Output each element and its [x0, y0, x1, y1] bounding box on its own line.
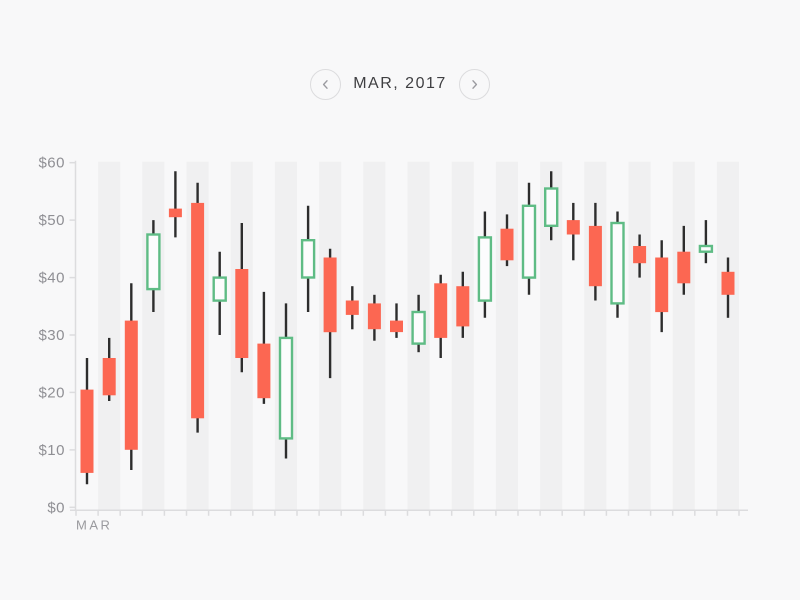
candle[interactable] [345, 286, 359, 330]
candle[interactable] [544, 171, 559, 241]
candle[interactable] [521, 182, 537, 295]
candle-body [456, 286, 470, 327]
candle[interactable] [721, 257, 735, 318]
candle-body [146, 233, 161, 291]
candle-body [500, 228, 514, 261]
chart-header: MAR, 2017 [0, 68, 800, 100]
candle[interactable] [655, 240, 669, 333]
candle-body [633, 246, 647, 264]
candle[interactable] [278, 303, 294, 459]
y-axis-label: $0 [47, 499, 65, 516]
chevron-left-icon [323, 79, 328, 89]
candle-body [124, 320, 138, 450]
candle[interactable] [300, 205, 316, 312]
background-stripe [495, 161, 518, 510]
background-stripe [142, 161, 165, 510]
y-axis-label: $20 [38, 384, 65, 401]
candle-body [102, 358, 116, 396]
candle[interactable] [323, 248, 337, 379]
candle[interactable] [456, 271, 470, 338]
candle[interactable] [124, 283, 138, 470]
candle-body [367, 303, 381, 330]
candle-body [168, 208, 182, 218]
candle-body [390, 320, 403, 333]
candle-body [300, 238, 316, 279]
candle[interactable] [588, 202, 602, 301]
y-axis-label: $60 [38, 155, 65, 172]
candle[interactable] [500, 214, 514, 267]
candle[interactable] [102, 337, 116, 401]
candle-body [323, 257, 337, 333]
chevron-right-icon [472, 79, 477, 89]
candle-body [434, 283, 448, 338]
candle-body [655, 257, 669, 313]
candle[interactable] [434, 274, 448, 358]
background-stripe [716, 161, 739, 510]
candle-body [588, 225, 602, 287]
month-title: MAR, 2017 [353, 75, 447, 92]
candle[interactable] [566, 202, 580, 261]
candle[interactable] [390, 303, 403, 338]
candle[interactable] [80, 358, 94, 485]
candle[interactable] [677, 225, 691, 295]
background-stripe [540, 161, 563, 510]
candle-body [212, 276, 227, 302]
x-axis-month-label: MAR [76, 517, 112, 532]
candle-body [411, 310, 426, 345]
candle[interactable] [191, 182, 205, 433]
prev-month-button[interactable] [310, 68, 342, 100]
candle[interactable] [168, 171, 182, 238]
candle-body [521, 204, 537, 279]
candle-body [235, 269, 249, 358]
candle[interactable] [698, 220, 714, 264]
y-axis-label: $30 [38, 327, 65, 344]
next-month-button[interactable] [458, 68, 490, 100]
candle-body [191, 202, 205, 419]
candle[interactable] [610, 211, 625, 318]
candle-body [477, 236, 493, 302]
candle[interactable] [633, 234, 647, 278]
candle-body [544, 187, 559, 227]
candle[interactable] [367, 294, 381, 341]
candle[interactable] [146, 220, 161, 312]
background-stripe [628, 161, 651, 510]
candle-body [278, 336, 294, 440]
candle-body [677, 251, 691, 284]
y-axis-label: $10 [38, 442, 65, 459]
background-stripe [98, 161, 121, 510]
candle[interactable] [477, 211, 493, 318]
background-stripe [672, 161, 695, 510]
candle-body [566, 220, 580, 235]
candle-body [257, 343, 271, 399]
candle-body [610, 221, 625, 305]
candle-body [345, 300, 359, 315]
candle-body [80, 389, 94, 473]
candle[interactable] [235, 223, 249, 373]
candle[interactable] [212, 251, 227, 335]
y-axis-label: $40 [38, 270, 65, 287]
candle[interactable] [411, 294, 426, 353]
y-axis-label: $50 [38, 212, 65, 229]
candle-body [698, 244, 714, 253]
candle[interactable] [257, 291, 271, 404]
candle-body [721, 271, 735, 295]
